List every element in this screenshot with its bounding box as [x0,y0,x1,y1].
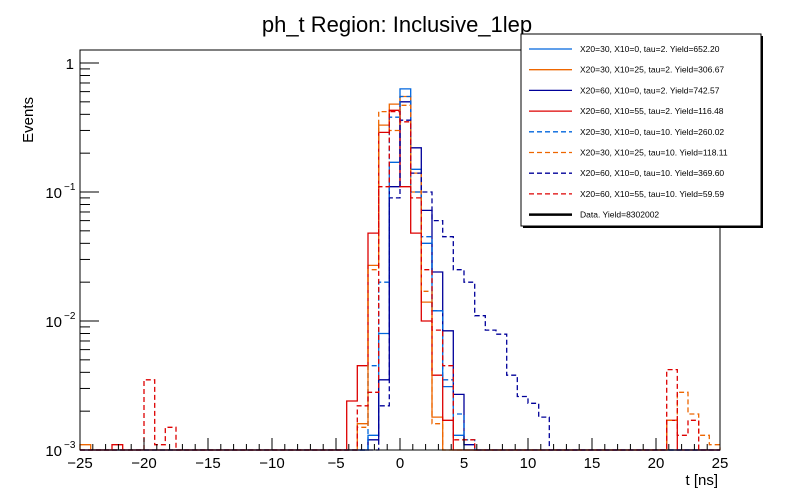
y-axis: 110−110−210−3 [45,56,99,460]
y-axis-label: Events [20,97,37,143]
x-tick-label: 20 [648,455,665,472]
x-tick-label: −20 [131,455,156,472]
y-tick-exponent: −1 [64,182,76,193]
x-axis: −25 −20 −15 −10 −5 0 5 10 15 20 25 [67,438,728,472]
legend-entry-2: X20=60, X10=0, tau=2. Yield=742.57 [580,85,720,95]
chart-title: ph_t Region: Inclusive_1lep [262,12,532,37]
y-tick-exponent: −3 [64,440,76,451]
x-tick-label: −25 [67,455,92,472]
y-tick-exponent: −2 [64,311,76,322]
legend: X20=30, X10=0, tau=2. Yield=652.20 X20=30… [520,33,763,228]
x-tick-label: −15 [195,455,220,472]
legend-entry-0: X20=30, X10=0, tau=2. Yield=652.20 [580,44,720,54]
x-tick-label: 5 [460,455,468,472]
legend-entry-4: X20=30, X10=0, tau=10. Yield=260.02 [580,127,724,137]
y-tick-label: 10 [45,185,62,202]
x-tick-label: 10 [520,455,537,472]
legend-entry-6: X20=60, X10=0, tau=10. Yield=369.60 [580,168,724,178]
x-tick-label: −10 [259,455,284,472]
y-tick-label: 10 [45,314,62,331]
legend-entry-8: Data. Yield=8302002 [580,210,659,220]
legend-entry-1: X20=30, X10=25, tau=2. Yield=306.67 [580,65,724,75]
x-axis-label: t [ns] [685,472,718,489]
x-tick-label: 25 [712,455,729,472]
x-tick-label: −5 [327,455,344,472]
y-tick-label: 10 [45,443,62,460]
y-tick-label: 1 [66,56,74,73]
legend-entry-3: X20=60, X10=55, tau=2. Yield=116.48 [580,106,724,116]
legend-entry-5: X20=30, X10=25, tau=10. Yield=118.11 [580,148,728,158]
x-tick-label: 15 [584,455,601,472]
legend-entry-7: X20=60, X10=55, tau=10. Yield=59.59 [580,189,724,199]
x-tick-label: 0 [396,455,404,472]
